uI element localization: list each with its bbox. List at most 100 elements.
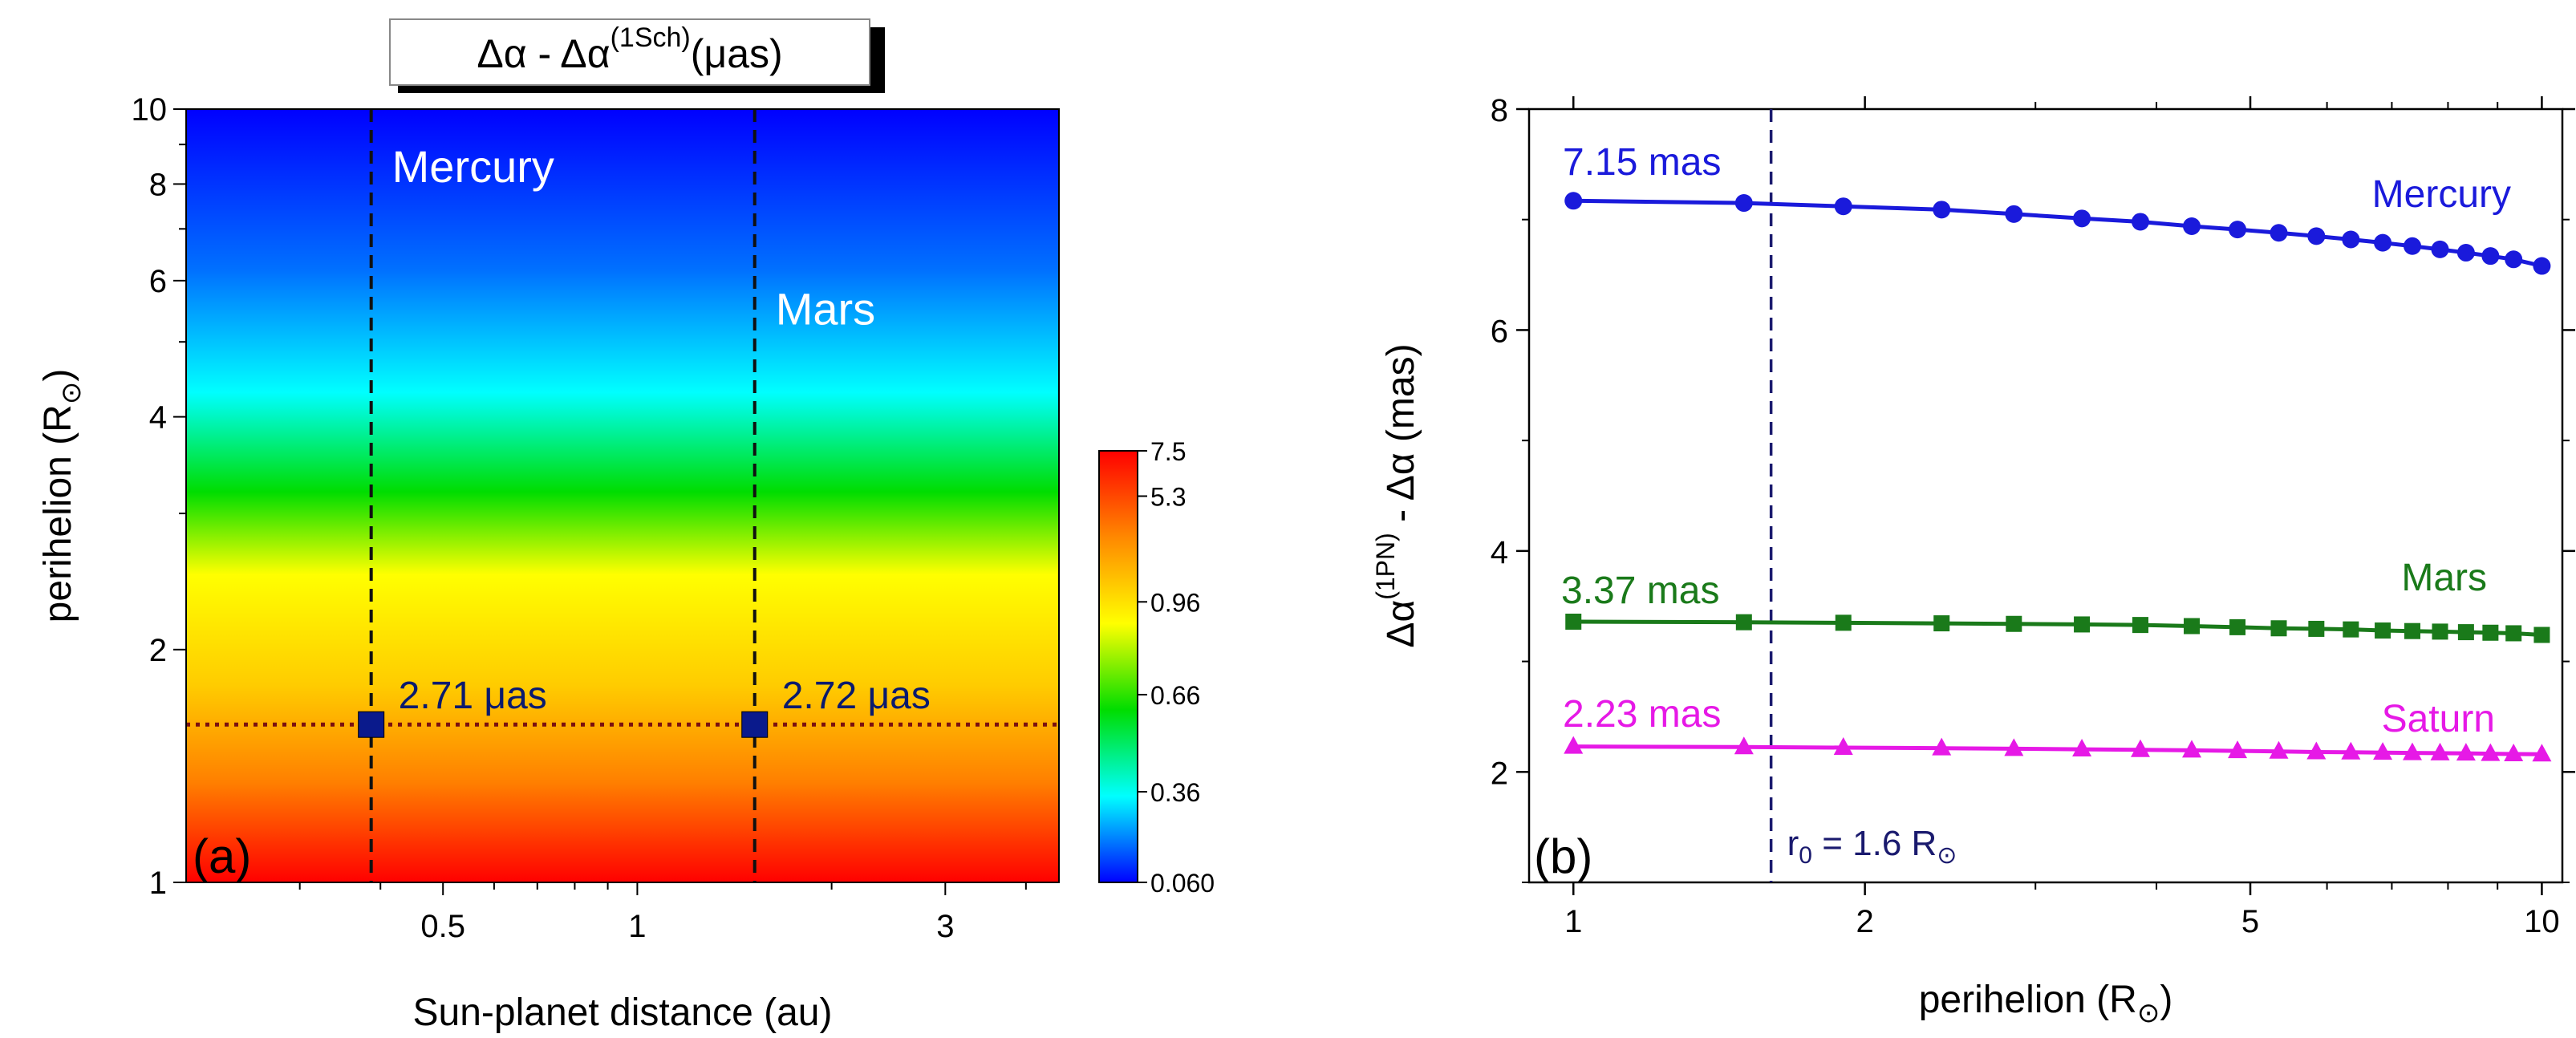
point-mercury [1933,201,1951,219]
point-saturn [2456,743,2476,761]
point-mercury [2073,209,2091,228]
line-xtick-label: 5 [2241,904,2259,939]
point-mars [2229,618,2246,635]
point-saturn [2004,738,2024,756]
point-mercury [2404,237,2422,255]
colorbar-tick-label: 0.96 [1150,588,1200,617]
point-mercury [2307,227,2326,245]
point-mercury [2005,205,2023,223]
heatmap-ytick-label: 1 [149,866,167,901]
point-saturn [2306,741,2327,760]
point-saturn [2130,739,2150,757]
point-mars [2533,626,2550,643]
heatmap-ylabel: perihelion (R⊙) [37,369,87,623]
line-xtick-label: 1 [1564,904,1582,939]
value-marker-2 [741,711,769,738]
point-mars [2505,625,2522,642]
panel-b: 2 4 6 8 1 2 5 10 Mercury 7.15 mas Mars 3.37 mas Sat… [1371,93,2575,1028]
point-saturn [2481,743,2501,761]
point-saturn [2072,739,2092,757]
heatmap-ytick-label: 6 [149,264,167,299]
line-xtick-label: 2 [1856,904,1874,939]
point-saturn [2532,744,2552,762]
series-value-label-mars: 3.37 mas [1561,570,1719,612]
point-mars [1835,614,1852,631]
line-plot-ylabel: Δα(1PN) - Δα (mas) [1371,343,1422,647]
point-mars [1735,614,1752,631]
point-mars [2482,624,2499,641]
point-mercury [1564,192,1583,210]
point-mercury [2270,224,2288,242]
point-saturn [2373,742,2393,760]
point-mercury [2505,250,2523,269]
line-plot-panel-label: (b) [1534,829,1592,883]
heatmap-frame [185,108,1060,883]
point-saturn [2182,740,2202,758]
value-label-2: 2.72 μas [782,675,931,717]
point-mars [2404,622,2421,639]
series-name-mars: Mars [2401,557,2487,599]
point-mercury [2342,230,2360,249]
value-label-1: 2.71 μas [399,675,547,717]
point-saturn [1734,736,1754,755]
point-mars [2457,624,2474,641]
point-mercury [2481,247,2500,266]
heatmap-ytick-label: 2 [149,633,167,668]
panel-a: Δα - Δα(1Sch)(μas) Mercury Mars 2.71 μas 2.… [37,18,1215,1034]
point-mercury [1734,194,1753,213]
point-mercury [2374,233,2392,252]
point-saturn [2341,741,2361,760]
point-mercury [2183,217,2201,235]
point-mercury [2229,221,2247,239]
r0-label: r0 = 1.6 R⊙ [1787,824,1957,869]
point-mercury [2456,244,2475,262]
series-saturn: Saturn 2.23 mas [1563,693,2552,762]
series-line-mars [1573,619,2542,637]
colorbar-tick-label: 5.3 [1150,482,1186,511]
colorbar-tick-label: 7.5 [1150,437,1186,466]
point-mars [1933,615,1950,632]
heatmap-area [186,109,1059,882]
heatmap-panel-label: (a) [193,829,251,883]
point-saturn [2403,742,2423,760]
point-mars [2006,615,2022,632]
line-ytick-label: 8 [1491,93,1508,128]
point-saturn [1564,736,1584,754]
heatmap-xtick-label: 0.5 [420,909,465,944]
point-saturn [2269,740,2289,759]
colorbar-tick-label: 0.36 [1150,778,1200,807]
series-value-label-mercury: 7.15 mas [1563,141,1721,184]
point-mars [2074,616,2091,633]
point-mars [2432,623,2448,640]
heatmap-ytick-label: 8 [149,167,167,202]
colorbar-tick-label: 0.060 [1150,869,1215,898]
heatmap-ytick-label: 10 [132,92,168,128]
heatmap-xlabel: Sun-planet distance (au) [413,991,833,1034]
line-ytick-label: 6 [1491,314,1508,349]
point-mercury [2131,213,2149,231]
point-mars [1565,613,1582,630]
planet-label-mercury: Mercury [392,141,554,192]
heatmap-xtick-label: 1 [628,909,646,944]
series-mercury: Mercury 7.15 mas [1563,141,2551,275]
point-saturn [2228,740,2248,759]
line-ytick-label: 2 [1491,756,1508,791]
point-mars [2308,620,2325,637]
point-mars [2132,617,2148,634]
heatmap-title: Δα - Δα(1Sch)(μas) [477,22,782,76]
line-plot-frame [1527,107,2564,884]
value-marker-1 [358,711,385,738]
series-name-mercury: Mercury [2372,173,2511,216]
colorbar-tick-label: 0.66 [1150,681,1200,710]
point-saturn [2504,743,2524,761]
point-saturn [1833,736,1853,755]
point-mars [2375,622,2391,639]
point-mars [2270,620,2287,637]
series-line-saturn [1573,744,2542,756]
heatmap-xtick-label: 3 [936,909,954,944]
heatmap-ytick-label: 4 [149,400,167,436]
planet-label-mars: Mars [776,283,875,334]
point-mars [2343,621,2359,638]
point-mars [2184,618,2201,635]
